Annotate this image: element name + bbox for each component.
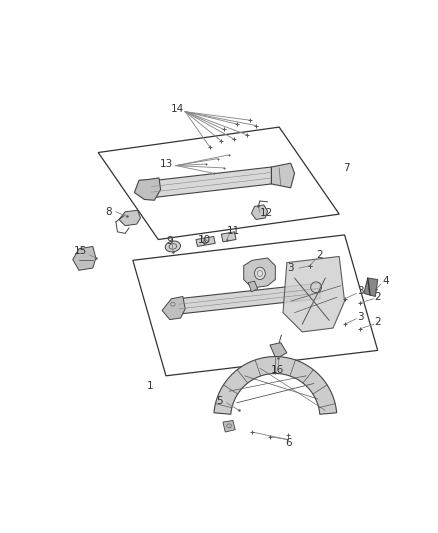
Text: 1: 1 [146, 381, 153, 391]
Polygon shape [244, 258, 276, 288]
Text: 2: 2 [316, 250, 322, 260]
Text: 9: 9 [166, 236, 173, 246]
Polygon shape [223, 421, 235, 432]
Text: 11: 11 [226, 226, 240, 236]
Polygon shape [272, 163, 294, 188]
Polygon shape [251, 205, 268, 220]
Polygon shape [134, 178, 161, 200]
Text: 3: 3 [357, 311, 363, 321]
Polygon shape [283, 256, 345, 332]
Ellipse shape [165, 241, 180, 252]
Polygon shape [73, 246, 96, 270]
Polygon shape [248, 281, 258, 292]
Text: 13: 13 [159, 159, 173, 169]
Polygon shape [364, 278, 378, 296]
Polygon shape [196, 237, 215, 246]
Polygon shape [214, 357, 337, 414]
Polygon shape [162, 296, 185, 320]
Polygon shape [150, 167, 272, 198]
Text: 3: 3 [287, 263, 294, 273]
Text: 6: 6 [285, 438, 292, 448]
Text: 12: 12 [259, 208, 273, 219]
Text: 15: 15 [74, 246, 87, 256]
Text: 16: 16 [271, 366, 284, 375]
Polygon shape [221, 232, 236, 242]
Polygon shape [119, 210, 141, 225]
Text: 3: 3 [357, 286, 363, 296]
Polygon shape [177, 283, 320, 314]
Polygon shape [270, 343, 287, 359]
Text: 7: 7 [343, 163, 350, 173]
Text: 2: 2 [374, 292, 381, 302]
Text: 4: 4 [382, 276, 389, 286]
Text: 8: 8 [105, 207, 112, 217]
Text: 10: 10 [198, 235, 211, 245]
Text: 2: 2 [374, 317, 381, 327]
Ellipse shape [254, 267, 265, 280]
Text: 14: 14 [171, 103, 184, 114]
Text: 5: 5 [216, 396, 223, 406]
